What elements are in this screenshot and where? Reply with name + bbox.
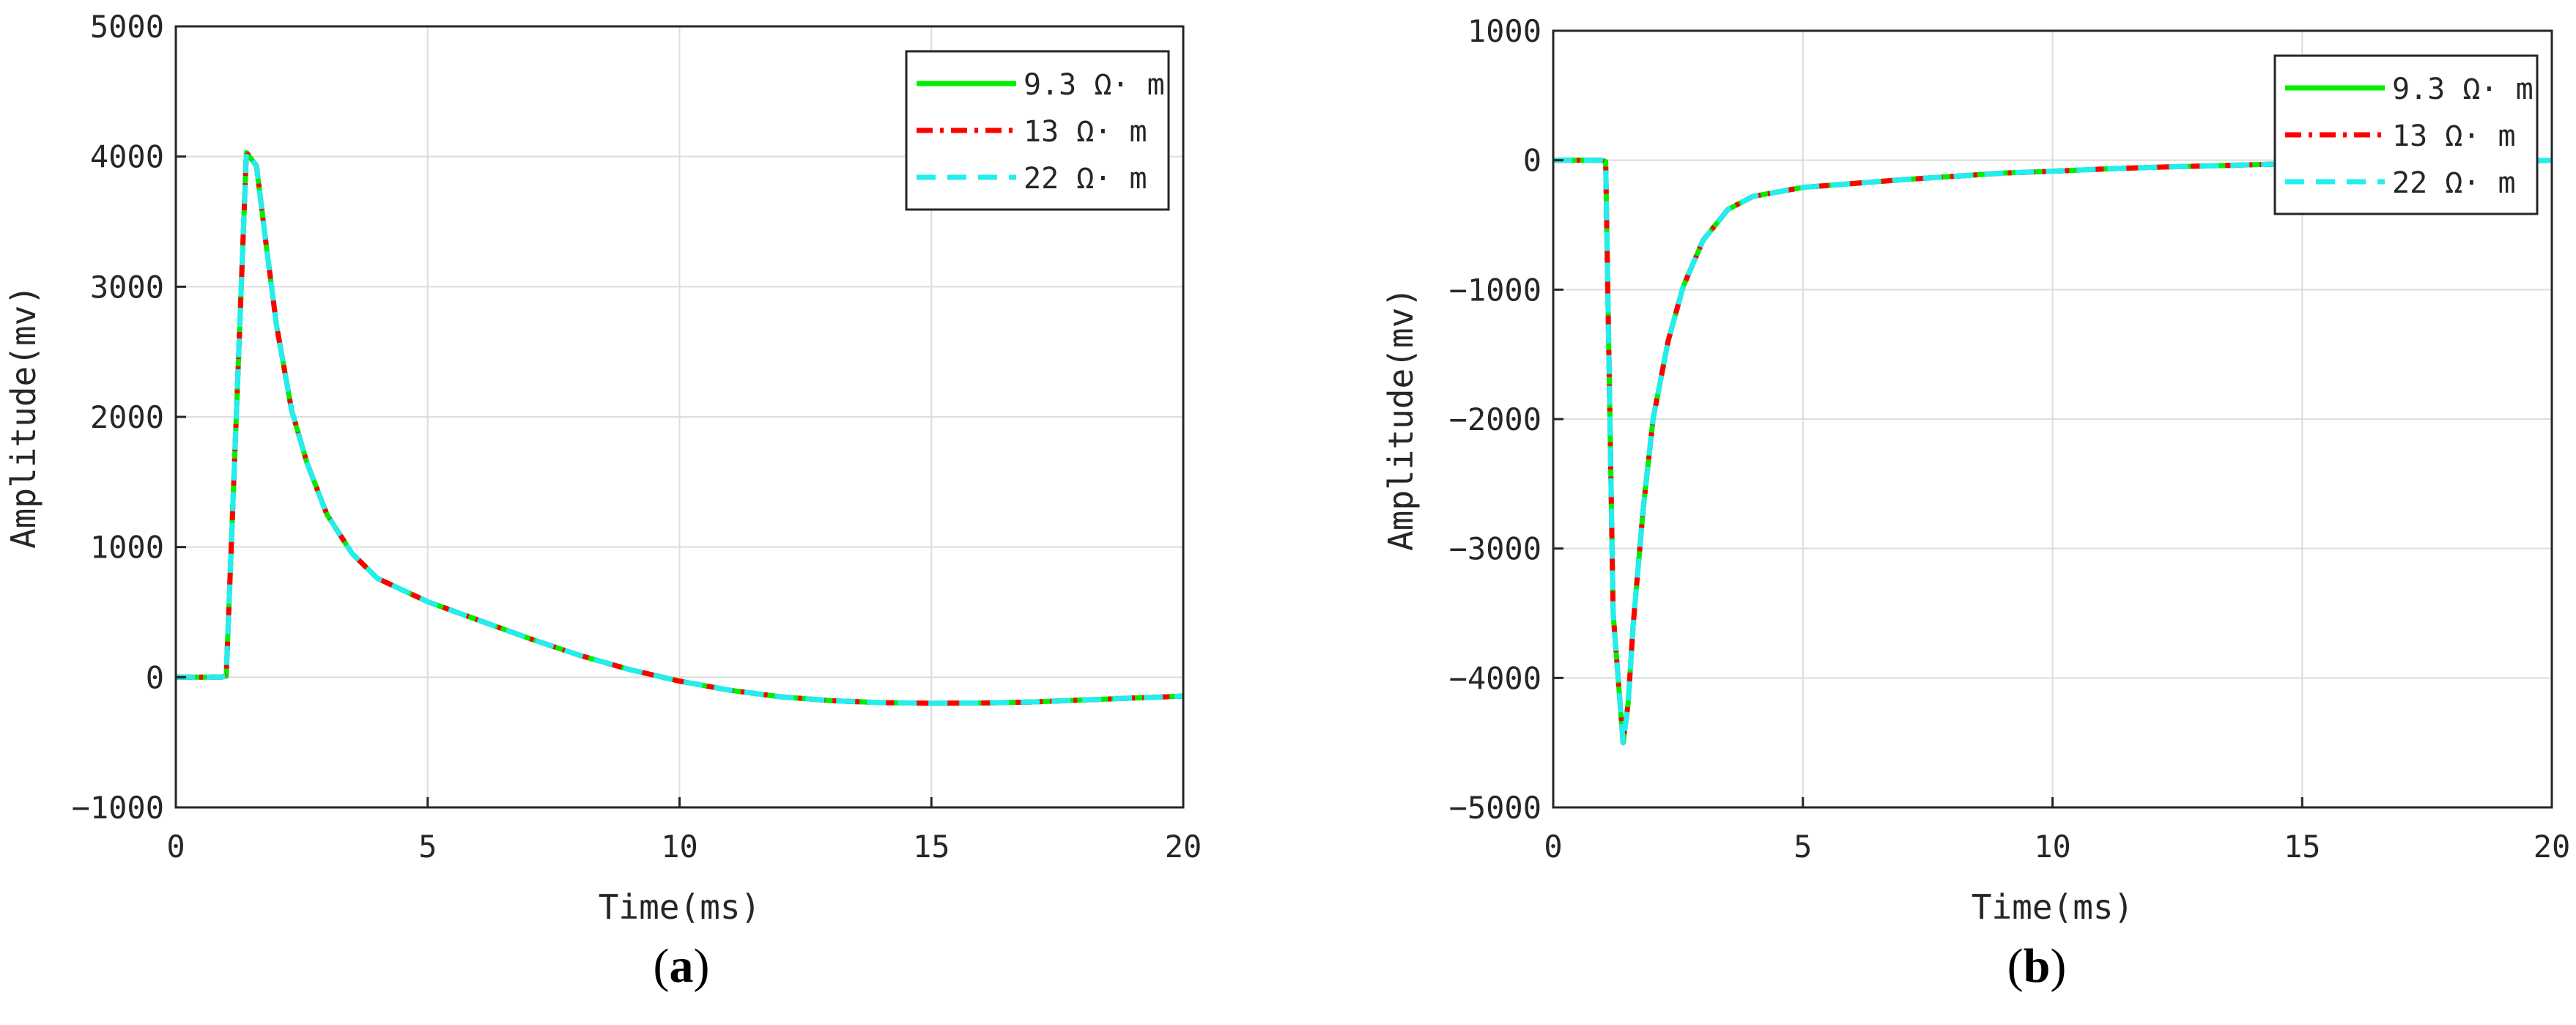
x-tick-label: 20 <box>1165 829 1202 865</box>
y-tick-label: 2000 <box>90 399 164 435</box>
y-axis-label: Amplitude(mv) <box>1381 287 1421 551</box>
x-axis-label: Time(ms) <box>1972 887 2134 927</box>
series-line-2 <box>176 149 1183 706</box>
y-tick-label: 5000 <box>90 9 164 45</box>
y-tick-label: −1000 <box>72 790 164 826</box>
y-tick-label: −1000 <box>1449 272 1541 308</box>
y-tick-label: −4000 <box>1449 660 1541 696</box>
x-tick-label: 5 <box>1794 829 1812 865</box>
y-axis-label: Amplitude(mv) <box>4 285 43 549</box>
legend-label-1: 13 Ω· m <box>1024 115 1147 149</box>
legend-label-1: 13 Ω· m <box>2392 119 2516 153</box>
legend: 9.3 Ω· m 13 Ω· m 22 Ω· m <box>2273 54 2539 215</box>
legend-label-2: 22 Ω· m <box>1024 162 1147 196</box>
y-tick-label: 4000 <box>90 139 164 175</box>
legend-label-0: 9.3 Ω· m <box>1024 68 1165 102</box>
x-tick-label: 5 <box>418 829 437 865</box>
legend-box <box>2273 54 2539 215</box>
x-tick-label: 15 <box>913 829 950 865</box>
y-tick-label: 0 <box>1523 143 1541 179</box>
y-tick-label: −5000 <box>1449 790 1541 826</box>
panel-caption: (a) <box>654 939 710 993</box>
chart-panel-0: 0 5 10 15 20−1000010002000300040005000Time(m… <box>4 9 1202 993</box>
y-tick-label: 1000 <box>1467 13 1541 49</box>
legend-box <box>905 50 1170 211</box>
panel-caption: (b) <box>2007 939 2067 993</box>
y-tick-label: 0 <box>146 659 164 695</box>
y-tick-label: −2000 <box>1449 402 1541 437</box>
x-tick-label: 0 <box>166 829 185 865</box>
y-tick-label: 3000 <box>90 269 164 305</box>
legend: 9.3 Ω· m 13 Ω· m 22 Ω· m <box>905 50 1170 211</box>
x-tick-label: 10 <box>2034 829 2071 865</box>
y-tick-label: 1000 <box>90 530 164 566</box>
legend-label-2: 22 Ω· m <box>2392 166 2516 200</box>
legend-label-0: 9.3 Ω· m <box>2392 73 2534 106</box>
x-tick-label: 10 <box>661 829 698 865</box>
x-tick-label: 20 <box>2534 829 2571 865</box>
x-axis-label: Time(ms) <box>599 887 761 927</box>
x-tick-label: 15 <box>2284 829 2321 865</box>
y-tick-label: −3000 <box>1449 531 1541 567</box>
chart-panel-1: 0 5 10 15 20 −5000 −4000 −3000 −2000 −1000 0 1000 Ti… <box>1381 13 2570 993</box>
x-tick-label: 0 <box>1544 829 1562 865</box>
